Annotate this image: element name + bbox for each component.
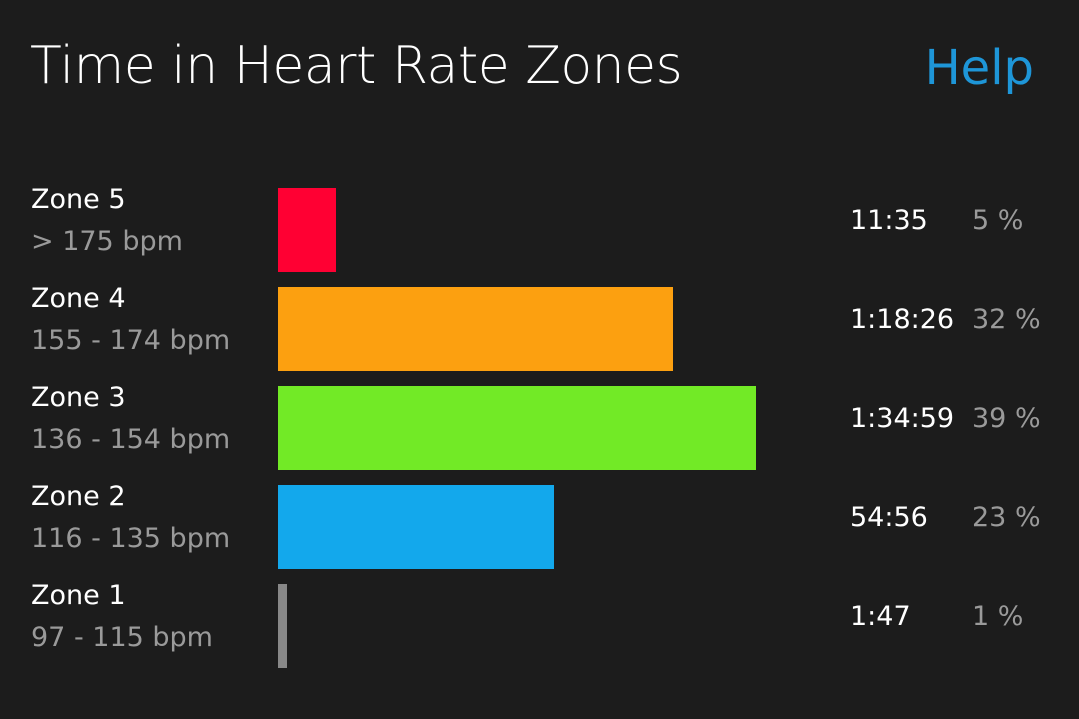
zone-name: Zone 1 [31, 580, 126, 611]
zone-bpm-range: 136 - 154 bpm [31, 424, 231, 455]
zone-time: 1:47 [850, 601, 911, 632]
zone-bpm-range: > 175 bpm [31, 226, 183, 257]
zone-bar [278, 584, 287, 668]
zone-percent: 23 % [972, 502, 1041, 533]
zone-row: Zone 1 97 - 115 bpm 1:47 1 % [0, 580, 1079, 683]
zone-bpm-range: 116 - 135 bpm [31, 523, 231, 554]
help-link[interactable]: Help [924, 40, 1034, 96]
zone-time: 1:34:59 [850, 403, 955, 434]
zone-name: Zone 4 [31, 283, 126, 314]
zone-name: Zone 5 [31, 184, 126, 215]
zone-row: Zone 3 136 - 154 bpm 1:34:59 39 % [0, 382, 1079, 485]
zone-time: 54:56 [850, 502, 928, 533]
zone-time: 11:35 [850, 205, 928, 236]
zone-time: 1:18:26 [850, 304, 955, 335]
zone-bar [278, 386, 756, 470]
zone-bar [278, 485, 554, 569]
zone-row: Zone 2 116 - 135 bpm 54:56 23 % [0, 481, 1079, 584]
zone-bar [278, 287, 673, 371]
zone-percent: 39 % [972, 403, 1041, 434]
page-title: Time in Heart Rate Zones [30, 36, 683, 96]
zone-bpm-range: 97 - 115 bpm [31, 622, 213, 653]
zone-bpm-range: 155 - 174 bpm [31, 325, 231, 356]
zone-percent: 1 % [972, 601, 1024, 632]
zone-percent: 5 % [972, 205, 1024, 236]
zone-percent: 32 % [972, 304, 1041, 335]
zone-bar [278, 188, 336, 272]
zone-row: Zone 4 155 - 174 bpm 1:18:26 32 % [0, 283, 1079, 386]
zone-row: Zone 5 > 175 bpm 11:35 5 % [0, 184, 1079, 287]
zone-name: Zone 2 [31, 481, 126, 512]
zone-name: Zone 3 [31, 382, 126, 413]
